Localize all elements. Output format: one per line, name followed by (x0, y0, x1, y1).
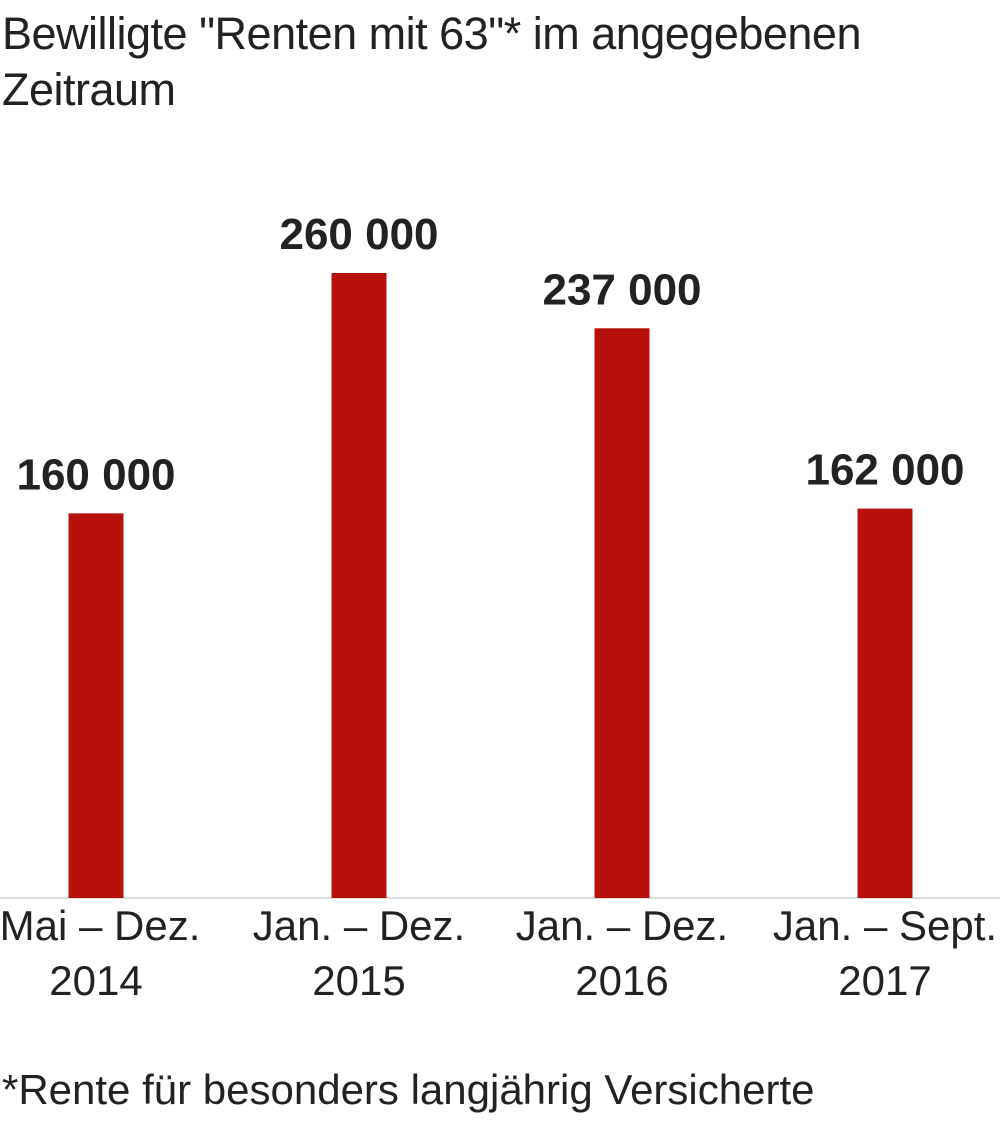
x-tick-label: Jan. – Dez. (253, 902, 465, 949)
x-tick-label: Mai – Dez. (0, 902, 200, 949)
bar-value-label: 160 000 (16, 450, 175, 499)
bar-value-label: 162 000 (805, 446, 964, 495)
bar (857, 508, 913, 898)
x-tick-label-year: 2015 (312, 957, 405, 1004)
bar (68, 513, 124, 898)
bar (594, 328, 650, 898)
x-tick-label-year: 2017 (838, 957, 931, 1004)
chart-title: Bewilligte "Renten mit 63"* im angegeben… (2, 8, 861, 115)
x-tick-label-year: 2016 (575, 957, 668, 1004)
bar-value-label: 237 000 (542, 265, 701, 314)
x-tick-label: Jan. – Sept. (773, 902, 997, 949)
chart-footnote: *Rente für besonders langjährig Versiche… (2, 1066, 815, 1113)
bar (331, 273, 387, 898)
bar-value-label: 260 000 (279, 210, 438, 259)
x-tick-label: Jan. – Dez. (516, 902, 728, 949)
x-tick-label-year: 2014 (49, 957, 142, 1004)
